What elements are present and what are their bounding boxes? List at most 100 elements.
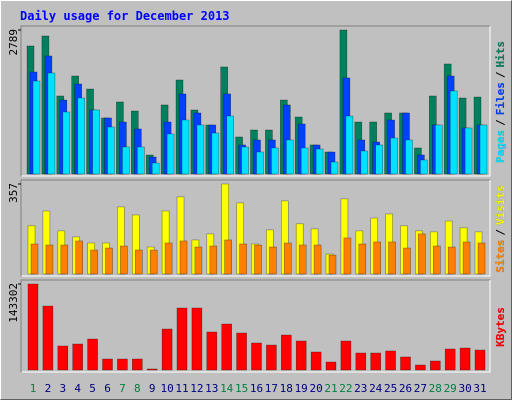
- x-tick-label: 22: [339, 382, 352, 395]
- bar: [90, 249, 98, 275]
- x-tick-label: 2: [45, 382, 52, 395]
- bar: [166, 133, 175, 175]
- x-tick-label: 18: [280, 382, 293, 395]
- bar: [132, 358, 143, 371]
- bar: [477, 242, 486, 275]
- bar: [122, 146, 130, 175]
- legend-separator: /: [494, 229, 507, 236]
- bar: [60, 244, 69, 275]
- bar: [447, 246, 456, 275]
- x-tick-label: 12: [190, 382, 203, 395]
- legend-entry: Hits: [494, 41, 507, 68]
- bar: [373, 241, 382, 275]
- bar: [27, 283, 39, 371]
- bar: [462, 241, 471, 275]
- legend-entry: KBytes: [494, 307, 507, 347]
- legend-entry: Visits: [494, 185, 507, 225]
- bar: [107, 126, 115, 175]
- bar: [102, 358, 113, 371]
- bar: [432, 245, 441, 275]
- bar: [105, 247, 113, 275]
- bar: [117, 358, 128, 371]
- panel-edge: [21, 180, 491, 277]
- bar: [420, 159, 428, 175]
- bar: [310, 351, 322, 371]
- x-tick-label: 21: [324, 382, 337, 395]
- legend-entry: Sites: [494, 240, 507, 273]
- x-tick-label: 31: [473, 382, 486, 395]
- bar: [269, 246, 277, 275]
- legend: KBytes: [494, 307, 507, 347]
- bar: [464, 127, 473, 175]
- bar: [32, 80, 41, 175]
- bar: [72, 343, 83, 371]
- bar: [120, 245, 128, 275]
- bar: [254, 244, 262, 275]
- bar: [355, 352, 367, 371]
- bar: [30, 243, 39, 275]
- x-tick-label: 3: [59, 382, 66, 395]
- x-tick-label: 13: [205, 382, 218, 395]
- x-tick-label: 20: [309, 382, 322, 395]
- x-tick-label: 7: [119, 382, 126, 395]
- bar: [358, 243, 367, 275]
- bar: [405, 139, 413, 175]
- bar: [87, 338, 98, 371]
- y-tick-label: 143302: [7, 283, 20, 323]
- x-tick-label: 25: [384, 382, 397, 395]
- bar: [325, 361, 337, 371]
- x-tick-label: 19: [295, 382, 308, 395]
- bar: [206, 331, 218, 371]
- x-tick-label: 24: [369, 382, 383, 395]
- bar: [194, 246, 203, 275]
- bar: [179, 240, 188, 275]
- bar: [444, 348, 456, 371]
- bar: [221, 323, 232, 371]
- bar: [45, 244, 54, 275]
- bar: [149, 249, 158, 275]
- x-tick-label: 5: [89, 382, 96, 395]
- bar: [62, 111, 71, 175]
- x-tick-label: 9: [149, 382, 156, 395]
- bar: [151, 162, 160, 175]
- bar: [211, 132, 220, 175]
- x-tick-label: 15: [235, 382, 248, 395]
- bar: [418, 233, 426, 275]
- bar: [196, 124, 205, 175]
- bar: [459, 347, 471, 371]
- bar: [315, 148, 324, 175]
- bar: [403, 247, 411, 275]
- chart-title: Daily usage for December 2013: [20, 9, 230, 23]
- x-tick-label: 6: [104, 382, 111, 395]
- x-tick-label: 14: [220, 382, 234, 395]
- bar: [75, 240, 83, 275]
- bar: [330, 161, 339, 175]
- bar: [300, 147, 309, 175]
- bar: [340, 340, 352, 371]
- bar: [271, 147, 279, 175]
- legend-separator: /: [494, 119, 507, 126]
- panel-edge: [21, 26, 491, 177]
- bar: [57, 345, 69, 371]
- x-tick-label: 8: [134, 382, 141, 395]
- x-tick-label: 17: [265, 382, 278, 395]
- x-tick-label: 1: [30, 382, 37, 395]
- bar: [209, 245, 218, 275]
- x-tick-label: 28: [429, 382, 442, 395]
- bar: [385, 350, 396, 371]
- bar: [135, 249, 143, 275]
- x-tick-label: 23: [354, 382, 367, 395]
- bar: [388, 241, 396, 275]
- bar: [449, 90, 458, 175]
- bar: [161, 328, 173, 371]
- bar: [176, 307, 188, 371]
- bar: [390, 137, 398, 175]
- x-tick-label: 11: [175, 382, 188, 395]
- bar: [224, 239, 232, 275]
- bar: [42, 305, 54, 371]
- legend: Pages / Files / Hits: [494, 41, 507, 163]
- y-tick-label: 357: [7, 183, 20, 203]
- bar: [415, 364, 426, 371]
- bar: [241, 146, 249, 175]
